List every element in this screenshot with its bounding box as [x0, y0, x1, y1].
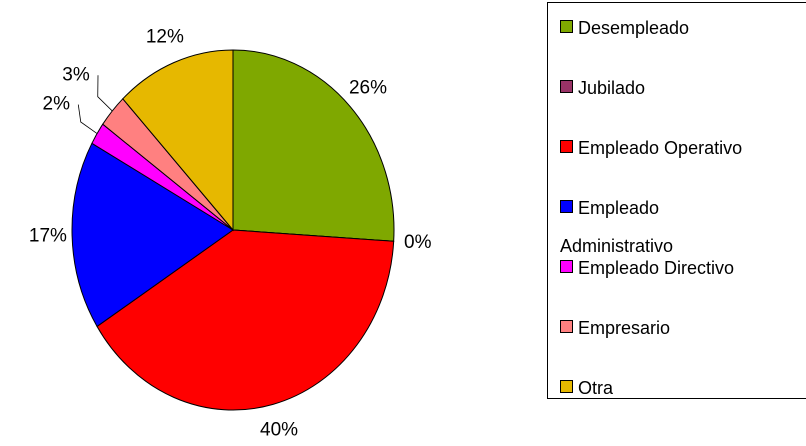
legend-swatch: [560, 80, 573, 93]
data-label: 2%: [43, 94, 71, 115]
legend-entry: Desempleado: [560, 9, 775, 47]
data-label: 40%: [260, 420, 298, 441]
legend-label: Empleado Operativo: [578, 138, 743, 158]
data-label: 0%: [404, 232, 432, 253]
legend-entry: Empleado Directivo: [560, 249, 775, 287]
pie-slice: [96, 229, 395, 411]
legend-label: Empresario: [578, 318, 671, 338]
pie-area: 26% 0% 40% 17% 2% 3% 12%: [29, 27, 432, 441]
legend-entry: Empresario: [560, 309, 775, 347]
legend-label: Otra: [578, 378, 614, 398]
legend: Desempleado Jubilado Empleado Operativo Emp…: [547, 2, 806, 399]
legend-swatch: [560, 260, 573, 273]
legend-label: Empleado Directivo: [578, 258, 735, 278]
data-label: 3%: [62, 64, 90, 85]
leader-line: [97, 75, 113, 112]
legend-entry: Empleado Operativo: [560, 129, 775, 167]
legend-label: Desempleado: [578, 18, 690, 38]
legend-label: Empleado Administrativo: [560, 198, 674, 256]
data-label: 17%: [29, 226, 67, 247]
legend-swatch: [560, 380, 573, 393]
legend-entry: Jubilado: [560, 69, 775, 107]
legend-entry: Otra: [560, 369, 775, 407]
legend-swatch: [560, 20, 573, 33]
legend-swatch: [560, 140, 573, 153]
pie-slice: [232, 49, 395, 242]
data-label: 12%: [146, 27, 184, 48]
legend-entry: Empleado Administrativo: [560, 189, 775, 265]
legend-swatch: [560, 200, 573, 213]
pie-slice: [122, 49, 234, 232]
data-label: 26%: [349, 77, 387, 98]
legend-swatch: [560, 320, 573, 333]
leader-line: [77, 104, 98, 134]
pie-slice: [71, 142, 234, 328]
legend-label: Jubilado: [578, 78, 646, 98]
